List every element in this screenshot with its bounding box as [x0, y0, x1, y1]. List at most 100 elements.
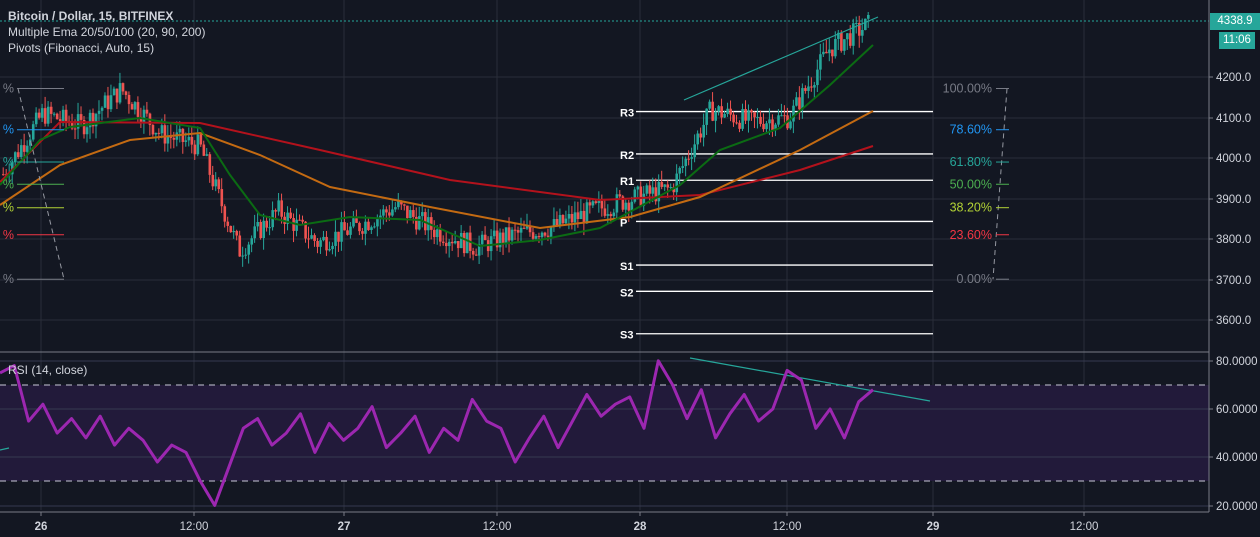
candle-body: [642, 193, 646, 206]
candle-body: [118, 83, 122, 103]
ema-20-line: [0, 44, 874, 248]
candle-body: [768, 119, 771, 124]
candle-body: [825, 51, 828, 54]
candle-body: [244, 254, 248, 256]
candle-body: [444, 242, 448, 247]
candle-body: [531, 232, 535, 239]
candle-body: [480, 234, 484, 245]
candle-body: [564, 218, 568, 224]
candle-body: [447, 241, 451, 247]
time-tick-label: 12:00: [773, 521, 802, 533]
last-price-tag: 4338.9: [1210, 13, 1260, 30]
candle-body: [388, 212, 391, 216]
candle-body: [22, 145, 26, 152]
candle-body: [450, 241, 454, 244]
candle-body: [262, 220, 265, 239]
candle-body: [28, 139, 32, 146]
candle-body: [229, 225, 233, 233]
candle-body: [286, 212, 289, 224]
candle-body: [115, 88, 119, 103]
candle-body: [52, 113, 56, 115]
candle-body: [292, 218, 295, 231]
candle-body: [735, 122, 738, 124]
candle-body: [507, 227, 511, 241]
candle-body: [37, 112, 41, 118]
symbol-title[interactable]: Bitcoin / Dollar, 15, BITFINEX: [8, 9, 174, 23]
candle-body: [594, 201, 598, 203]
candle-body: [648, 185, 652, 194]
candle-body: [406, 205, 409, 218]
candle-body: [16, 152, 20, 157]
fib-trend-line: [992, 88, 1008, 280]
candle-body: [618, 194, 622, 197]
ema-indicator-label[interactable]: Multiple Ema 20/50/100 (20, 90, 200): [8, 25, 206, 39]
candle-body: [106, 95, 110, 110]
candle-body: [199, 134, 203, 145]
candle-body: [657, 182, 661, 202]
candle-body: [151, 124, 155, 135]
candle-body: [858, 22, 861, 36]
candle-body: [277, 200, 280, 212]
candle-body: [639, 186, 643, 206]
rsi-indicator-label[interactable]: RSI (14, close): [8, 363, 88, 377]
pivots-indicator-label[interactable]: Pivots (Fibonacci, Auto, 15): [8, 41, 155, 55]
candle-body: [588, 202, 592, 206]
candle-body: [828, 49, 831, 54]
candle-body: [528, 225, 532, 233]
candle-body: [409, 210, 412, 218]
candle-body: [441, 241, 445, 243]
candle-body: [603, 208, 607, 216]
fib-left-level-label: %: [3, 228, 14, 242]
candle-body: [145, 109, 149, 114]
candle-body: [801, 88, 804, 110]
rsi-trendline: [689, 357, 931, 402]
price-trendline: [683, 16, 879, 101]
candle-body: [220, 189, 224, 207]
candle-body: [64, 109, 68, 121]
trendlines[interactable]: [0, 16, 1209, 451]
fib-retracement[interactable]: 100.00%% 78.60%% 61.80%% 50.00%% 38.20%% 23.6…: [3, 82, 1009, 287]
candle-body: [274, 210, 277, 212]
candle-body: [669, 186, 673, 188]
candle-body: [438, 229, 442, 242]
candle-body: [202, 144, 206, 156]
candle-body: [453, 241, 457, 244]
candle-body: [424, 212, 427, 231]
candle-body: [280, 200, 283, 217]
candle-body: [421, 212, 424, 217]
candle-body: [570, 214, 574, 223]
candle-body: [582, 210, 586, 224]
candle-body: [142, 109, 146, 123]
candle-body: [558, 214, 562, 226]
candle-body: [783, 115, 786, 117]
candle-body: [217, 179, 221, 190]
candle-body: [660, 182, 664, 187]
candle-body: [840, 32, 843, 51]
candle-body: [627, 202, 631, 211]
candle-body: [834, 38, 837, 57]
candle-body: [295, 219, 298, 231]
candle-body: [519, 227, 523, 233]
candle-body: [771, 119, 774, 131]
candle-body: [79, 114, 83, 120]
candle-body: [666, 184, 670, 188]
candle-body: [133, 102, 137, 110]
candle-body: [675, 173, 679, 193]
pivot-label: S3: [620, 330, 633, 342]
price-tick-label: 4200.0: [1216, 72, 1251, 84]
candle-body: [364, 221, 367, 234]
candle-body: [190, 136, 194, 145]
candle-body: [82, 119, 86, 135]
candle-body: [112, 88, 116, 96]
candle-body: [403, 204, 406, 206]
pivot-label: R3: [620, 108, 634, 120]
candle-body: [61, 109, 65, 121]
candle-body: [861, 29, 864, 36]
candle-body: [510, 229, 514, 241]
candle-body: [651, 187, 655, 194]
fib-level-label: 38.20%: [950, 201, 992, 215]
candle-body: [49, 106, 53, 114]
candle-body: [187, 136, 191, 141]
